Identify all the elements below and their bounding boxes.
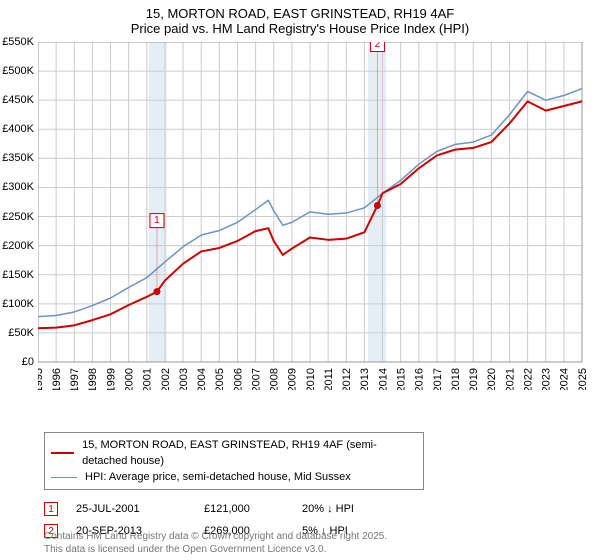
- svg-text:2020: 2020: [486, 368, 498, 390]
- legend-row-price-paid: 15, MORTON ROAD, EAST GRINSTEAD, RH19 4A…: [51, 437, 417, 469]
- svg-text:2006: 2006: [232, 368, 244, 390]
- svg-text:1: 1: [154, 215, 160, 226]
- svg-text:2021: 2021: [504, 368, 516, 390]
- svg-text:2002: 2002: [160, 368, 172, 390]
- svg-text:1998: 1998: [87, 368, 99, 390]
- svg-text:2003: 2003: [178, 368, 190, 390]
- svg-text:2007: 2007: [250, 368, 262, 390]
- chart-title-block: 15, MORTON ROAD, EAST GRINSTEAD, RH19 4A…: [0, 0, 600, 38]
- y-tick-label: £0: [22, 356, 34, 368]
- svg-text:2012: 2012: [341, 368, 353, 390]
- y-tick-label: £500K: [2, 65, 34, 77]
- svg-text:2014: 2014: [377, 368, 389, 390]
- sale-delta: 20% ↓ HPI: [302, 503, 402, 515]
- chart-title: 15, MORTON ROAD, EAST GRINSTEAD, RH19 4A…: [0, 6, 600, 21]
- svg-text:2010: 2010: [305, 368, 317, 390]
- svg-text:2001: 2001: [142, 368, 154, 390]
- legend-label-price-paid: 15, MORTON ROAD, EAST GRINSTEAD, RH19 4A…: [82, 437, 417, 469]
- y-tick-label: £250K: [2, 211, 34, 223]
- y-tick-label: £300K: [2, 181, 34, 193]
- legend-row-hpi: HPI: Average price, semi-detached house,…: [51, 469, 417, 485]
- legend-swatch-hpi: [51, 477, 77, 478]
- footer-line-1: Contains HM Land Registry data © Crown c…: [44, 530, 387, 543]
- sale-row: 1 25-JUL-2001 £121,000 20% ↓ HPI: [44, 498, 584, 520]
- svg-text:1996: 1996: [51, 368, 63, 390]
- sale-marker-icon: 1: [44, 502, 58, 516]
- svg-text:2023: 2023: [541, 368, 553, 390]
- svg-text:2013: 2013: [359, 368, 371, 390]
- legend-label-hpi: HPI: Average price, semi-detached house,…: [85, 469, 351, 485]
- svg-text:2018: 2018: [450, 368, 462, 390]
- y-tick-label: £150K: [2, 269, 34, 281]
- y-tick-label: £550K: [2, 36, 34, 48]
- svg-text:2025: 2025: [577, 368, 586, 390]
- footer-attribution: Contains HM Land Registry data © Crown c…: [44, 530, 387, 556]
- svg-text:1995: 1995: [38, 368, 45, 390]
- svg-text:2024: 2024: [559, 368, 571, 390]
- sale-date: 25-JUL-2001: [76, 503, 186, 515]
- svg-text:2011: 2011: [323, 368, 335, 390]
- svg-text:2004: 2004: [196, 368, 208, 390]
- chart-subtitle: Price paid vs. HM Land Registry's House …: [0, 21, 600, 36]
- svg-text:2019: 2019: [468, 368, 480, 390]
- svg-text:2008: 2008: [269, 368, 281, 390]
- y-tick-label: £100K: [2, 298, 34, 310]
- svg-text:2022: 2022: [522, 368, 534, 390]
- legend-swatch-price-paid: [51, 452, 74, 454]
- footer-line-2: This data is licensed under the Open Gov…: [44, 543, 387, 556]
- svg-text:2005: 2005: [214, 368, 226, 390]
- y-tick-label: £200K: [2, 240, 34, 252]
- svg-text:2009: 2009: [287, 368, 299, 390]
- sale-price: £121,000: [204, 503, 284, 515]
- svg-text:2016: 2016: [414, 368, 426, 390]
- line-chart-svg: 1995 1996 1997 1998 1999 2000 2001 2002 2003 2004…: [38, 42, 586, 390]
- y-tick-label: £400K: [2, 123, 34, 135]
- y-axis-labels: £0£50K£100K£150K£200K£250K£300K£350K£400…: [0, 42, 36, 362]
- y-tick-label: £450K: [2, 94, 34, 106]
- svg-text:2017: 2017: [432, 368, 444, 390]
- svg-text:2: 2: [375, 42, 381, 50]
- svg-text:2000: 2000: [124, 368, 136, 390]
- svg-text:1997: 1997: [69, 368, 81, 390]
- svg-text:2015: 2015: [396, 368, 408, 390]
- y-tick-label: £350K: [2, 152, 34, 164]
- legend-box: 15, MORTON ROAD, EAST GRINSTEAD, RH19 4A…: [44, 432, 424, 490]
- svg-text:1999: 1999: [105, 368, 117, 390]
- y-tick-label: £50K: [8, 327, 34, 339]
- legend-and-sales: 15, MORTON ROAD, EAST GRINSTEAD, RH19 4A…: [44, 432, 584, 542]
- chart-area: 1995 1996 1997 1998 1999 2000 2001 2002 2003 2004…: [38, 42, 586, 390]
